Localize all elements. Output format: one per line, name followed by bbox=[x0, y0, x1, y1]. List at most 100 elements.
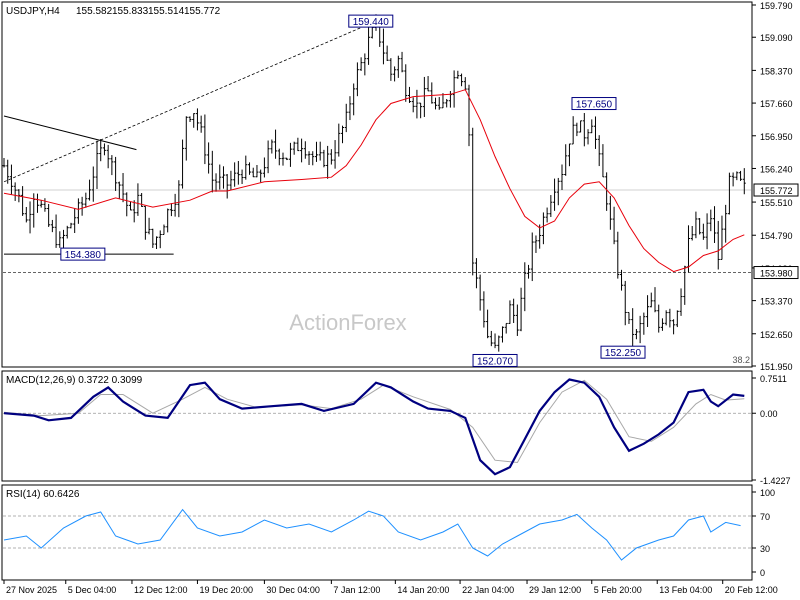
ohlc-bar bbox=[668, 308, 672, 328]
ohlc-bar bbox=[623, 280, 627, 326]
rsi-title: RSI(14) 60.6426 bbox=[6, 489, 80, 500]
ohlc-bar bbox=[493, 333, 497, 349]
ohlc-bar bbox=[489, 330, 493, 347]
ohlc-bar bbox=[419, 102, 423, 119]
ohlc-bar bbox=[221, 166, 225, 189]
ohlc-bar bbox=[445, 99, 449, 108]
ohlc-bar bbox=[467, 84, 471, 147]
ohlc-bar bbox=[631, 308, 635, 349]
ohlc-bar bbox=[39, 200, 43, 208]
ohlc-bar bbox=[478, 274, 482, 311]
price-axis-label: 154.790 bbox=[760, 231, 793, 241]
price-layer: 159.440 157.650 154.380 152.070 152.250 bbox=[2, 14, 751, 367]
ohlc-bar bbox=[76, 198, 80, 224]
time-axis-label: 14 Jan 20:00 bbox=[397, 585, 449, 595]
macd-axis-label: 0.7511 bbox=[760, 374, 787, 384]
ohlc-bar bbox=[497, 335, 501, 352]
ohlc-bar bbox=[538, 224, 542, 249]
ohlc-bar bbox=[6, 159, 10, 184]
ohlc-bar bbox=[80, 196, 84, 216]
ohlc-bar bbox=[84, 192, 88, 208]
ohlc-bar bbox=[564, 144, 568, 176]
ohlc-bar bbox=[415, 89, 419, 119]
ohlc-bar bbox=[698, 218, 702, 235]
price-axis-label: 156.950 bbox=[760, 132, 793, 142]
ohlc-bar bbox=[166, 208, 170, 233]
ohlc-bar bbox=[300, 138, 304, 163]
ohlc-bar bbox=[486, 309, 490, 339]
price-axis-label: 152.650 bbox=[760, 330, 793, 340]
ohlc-bar bbox=[54, 214, 58, 248]
ohlc-bar bbox=[128, 201, 132, 211]
rsi-layer bbox=[3, 508, 751, 561]
ohlc-bar bbox=[683, 265, 687, 305]
ohlc-bar bbox=[709, 209, 713, 232]
ohlc-bar bbox=[612, 206, 616, 245]
ohlc-bar bbox=[288, 142, 292, 167]
ohlc-bar bbox=[47, 203, 51, 227]
ohlc-bar bbox=[608, 195, 612, 230]
ohlc-bar bbox=[590, 119, 594, 134]
price-axis-label: 159.090 bbox=[760, 33, 793, 43]
ohlc-bar bbox=[701, 223, 705, 240]
ohlc-bar bbox=[341, 125, 345, 144]
symbol-low: 155.514 bbox=[148, 6, 185, 17]
ohlc-bar bbox=[106, 144, 110, 169]
ohlc-bar bbox=[396, 55, 400, 78]
ohlc-bar bbox=[575, 122, 579, 137]
ohlc-bar bbox=[657, 304, 661, 333]
time-axis-label: 5 Feb 20:00 bbox=[594, 585, 642, 595]
time-axis-label: 5 Dec 04:00 bbox=[68, 585, 117, 595]
ohlc-bar bbox=[218, 164, 222, 190]
macd-signal-line bbox=[3, 379, 745, 464]
ohlc-bar bbox=[653, 287, 657, 313]
ohlc-bar bbox=[460, 73, 464, 87]
macd-layer bbox=[3, 378, 751, 476]
time-axis-label: 27 Nov 2025 bbox=[6, 585, 57, 595]
ohlc-bar bbox=[248, 162, 252, 175]
ohlc-bar bbox=[188, 116, 192, 123]
current-price-text: 155.772 bbox=[760, 186, 793, 196]
ohlc-bar bbox=[500, 326, 504, 343]
ohlc-bar bbox=[318, 141, 322, 161]
ohlc-bar bbox=[411, 97, 415, 113]
rsi-panel bbox=[1, 484, 753, 581]
ohlc-bar bbox=[363, 53, 367, 76]
price-axis-label: 156.240 bbox=[760, 164, 793, 174]
ohlc-bar bbox=[541, 212, 545, 245]
price-axis-label: 153.370 bbox=[760, 297, 793, 307]
price-annotation-text: 159.440 bbox=[353, 17, 390, 28]
ohlc-bar bbox=[534, 235, 538, 253]
ohlc-bar bbox=[173, 193, 177, 217]
ohlc-bar bbox=[236, 160, 240, 185]
ohlc-bar bbox=[430, 82, 434, 104]
ohlc-bar bbox=[43, 198, 47, 212]
ohlc-bar bbox=[307, 151, 311, 165]
price-panel bbox=[1, 1, 753, 368]
ohlc-bar bbox=[735, 171, 739, 181]
ohlc-bar bbox=[177, 180, 181, 218]
ohlc-bar bbox=[679, 288, 683, 316]
ohlc-bar bbox=[244, 155, 248, 180]
ohlc-bar bbox=[508, 300, 512, 324]
ohlc-bar bbox=[720, 215, 724, 260]
ohlc-bar bbox=[593, 116, 597, 149]
ohlc-bar bbox=[515, 304, 519, 336]
ohlc-bar bbox=[355, 62, 359, 97]
price-annotation-text: 152.070 bbox=[477, 356, 514, 367]
ohlc-bar bbox=[326, 145, 330, 179]
ohlc-bar bbox=[642, 312, 646, 335]
ohlc-bar bbox=[158, 230, 162, 249]
ohlc-bar bbox=[110, 155, 114, 176]
ohlc-bar bbox=[125, 192, 129, 217]
ohlc-bar bbox=[102, 143, 106, 156]
ohlc-bar bbox=[233, 162, 237, 187]
price-annotation-box bbox=[60, 247, 106, 261]
time-axis-label: 29 Jan 12:00 bbox=[529, 585, 581, 595]
ohlc-bar bbox=[567, 143, 571, 167]
ohlc-bar bbox=[352, 83, 356, 116]
current-price-tag: 155.772 bbox=[753, 183, 799, 197]
symbol-header: USDJPY,H4 155.582 155.833 155.514 155.77… bbox=[6, 6, 221, 17]
macd-axis-label: -1.4227 bbox=[760, 476, 791, 486]
